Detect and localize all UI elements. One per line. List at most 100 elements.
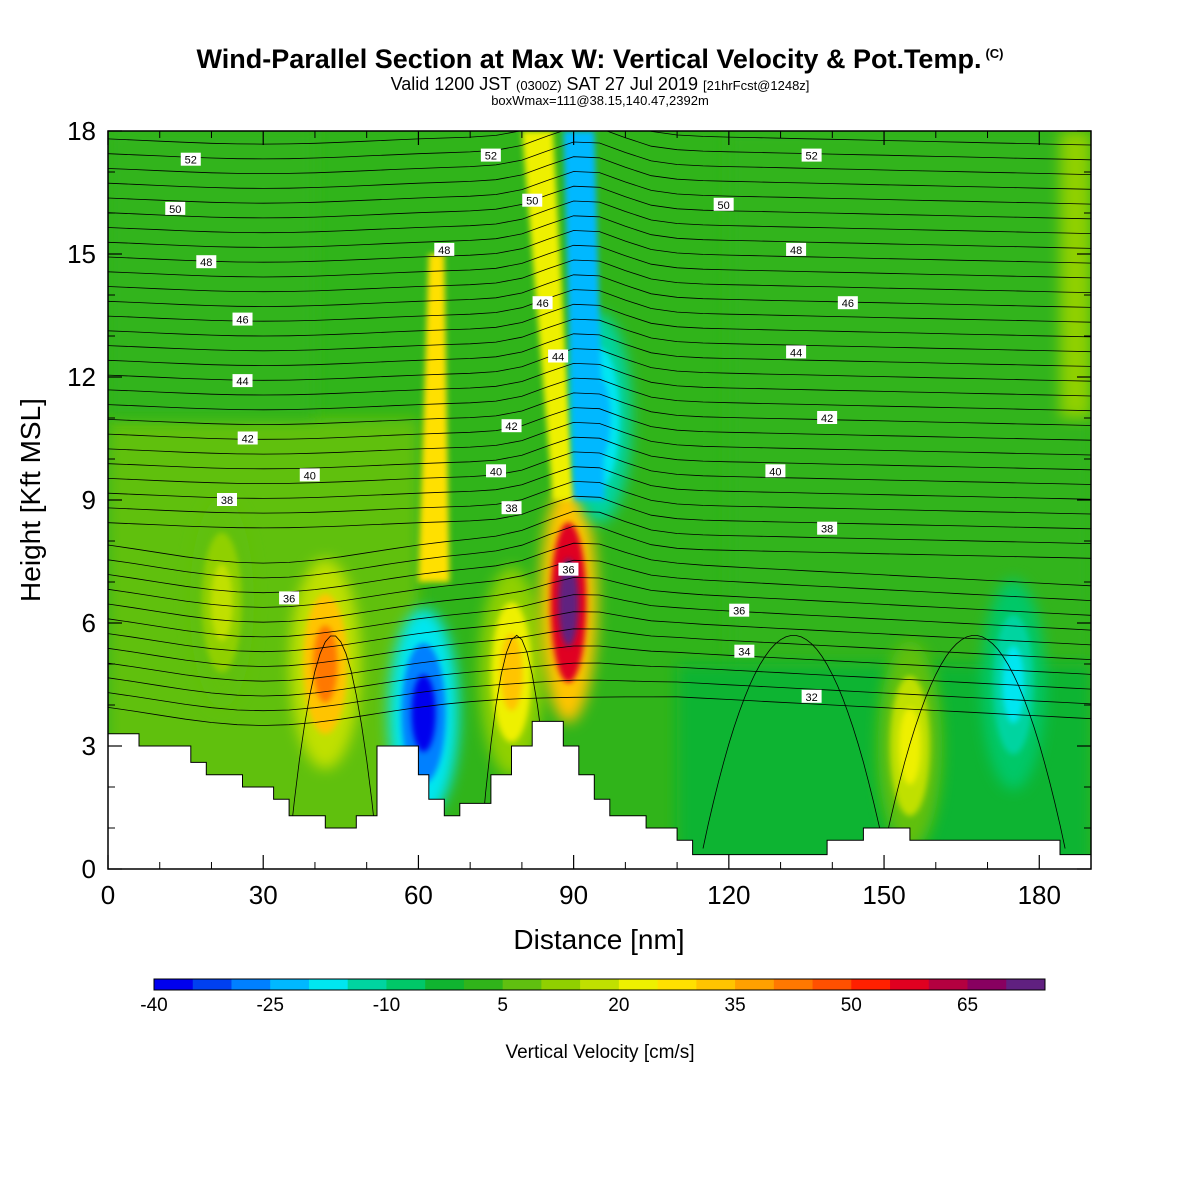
contour-label: 38 <box>216 493 237 507</box>
contour-label-text: 50 <box>526 196 538 208</box>
contour-label-text: 40 <box>769 466 781 478</box>
colorbar-swatch <box>541 979 581 990</box>
contour-label-box <box>713 197 734 211</box>
updraft-plume <box>521 131 574 500</box>
contour-label: 40 <box>299 468 320 482</box>
colorbar-swatch <box>735 979 775 990</box>
contour-label-box <box>434 242 455 256</box>
theta-contour <box>108 662 1091 697</box>
theta-contour <box>108 318 1091 353</box>
forecast-info: [21hrFcst@1248z] <box>703 78 810 93</box>
colorbar-frame <box>153 978 1046 991</box>
theta-contour <box>108 362 1091 397</box>
x-tick-label: 30 <box>249 880 278 910</box>
w-peak <box>313 625 338 703</box>
contour-label-box <box>734 644 755 658</box>
contour-label-box <box>165 201 186 215</box>
colorbar-swatch <box>696 979 736 990</box>
colorbar-swatch <box>386 979 426 990</box>
colorbar-swatch <box>812 979 852 990</box>
theta-contour <box>108 696 1091 726</box>
theta-contour <box>108 171 1091 205</box>
y-tick-label: 0 <box>82 854 96 884</box>
x-tick-label: 150 <box>862 880 905 910</box>
contour-label-box <box>501 501 522 515</box>
theta-contour <box>108 348 1091 382</box>
w-peak <box>558 558 579 647</box>
contour-label-text: 52 <box>185 155 197 167</box>
theta-contour <box>108 542 1091 594</box>
contour-labels: 52 52 52 50 50 50 48 48 48 46 46 46 44 44 44 42 42 42 40 40… <box>165 148 858 704</box>
colorbar-tick-label: -40 <box>140 995 167 1016</box>
updraft-plume <box>418 254 450 582</box>
colorbar-swatch <box>580 979 620 990</box>
theta-contour <box>108 611 1091 653</box>
contour-label: 42 <box>237 431 258 446</box>
contour-label-text: 48 <box>200 257 212 269</box>
contour-label-box <box>817 521 838 535</box>
contour-label: 44 <box>786 345 807 359</box>
colorbar-swatch <box>928 979 969 990</box>
contour-label-box <box>216 493 237 506</box>
contour-label-text: 52 <box>805 151 817 163</box>
contour-label: 46 <box>532 296 553 310</box>
contour-label-text: 42 <box>242 434 254 446</box>
theta-contour <box>702 635 885 849</box>
box-max-info: boxWmax=111@38.15,140.47,2392m <box>491 93 709 108</box>
x-tick-label: 120 <box>707 880 750 910</box>
theta-contour <box>108 679 1091 712</box>
chart-subtitle: Valid 1200 JST (0300Z) SAT 27 Jul 2019 [… <box>390 74 810 94</box>
theta-contour <box>108 559 1091 608</box>
contour-label-text: 36 <box>562 565 574 577</box>
contour-label-text: 32 <box>805 692 817 704</box>
contour-label-text: 48 <box>438 245 450 257</box>
contour-label-text: 42 <box>821 413 833 425</box>
theta-contours <box>108 98 1091 849</box>
colorbar-swatch <box>231 979 271 990</box>
contour-label-text: 52 <box>485 151 497 163</box>
x-tick-label: 0 <box>101 880 115 910</box>
theta-contour <box>108 244 1091 279</box>
y-tick-label: 12 <box>67 362 96 392</box>
contour-label: 52 <box>480 148 501 163</box>
colorbar-swatch <box>773 979 814 990</box>
colorbar: -40 -25 -10 5 20 35 50 65 <box>140 978 1046 1016</box>
contour-label-box <box>522 193 543 207</box>
chart-title: Wind-Parallel Section at Max W: Vertical… <box>196 44 1004 74</box>
contour-label: 36 <box>729 603 750 618</box>
contour-label-box <box>837 296 858 310</box>
theta-contour <box>108 594 1091 638</box>
x-tick-label: 90 <box>559 880 588 910</box>
theta-contour <box>288 635 378 849</box>
colorbar-swatch <box>347 979 387 990</box>
y-tick-label: 18 <box>67 116 96 146</box>
contour-label-text: 36 <box>283 593 295 605</box>
colorbar-swatch <box>308 979 349 990</box>
theta-contour <box>108 451 1091 485</box>
field-band <box>108 131 315 418</box>
y-tick-label: 15 <box>67 239 96 269</box>
theta-contour <box>108 392 1091 426</box>
theta-contour <box>108 185 1091 220</box>
colorbar-tick-label: -10 <box>373 995 400 1016</box>
contour-label-box <box>486 464 507 478</box>
theta-contour <box>108 98 1091 131</box>
y-tick-label: 6 <box>82 608 96 638</box>
theta-contour <box>108 215 1091 249</box>
theta-contour <box>108 525 1091 579</box>
contour-label-text: 40 <box>304 470 316 482</box>
colorbar-swatch <box>967 979 1007 990</box>
contour-label: 48 <box>434 242 455 257</box>
contour-label-text: 50 <box>169 204 181 216</box>
theta-contour <box>108 480 1091 515</box>
contour-label: 44 <box>548 349 569 364</box>
contour-label-text: 40 <box>490 466 502 478</box>
colorbar-tick-label: 5 <box>497 995 508 1016</box>
theta-contour <box>108 131 1091 146</box>
contour-label: 50 <box>713 197 734 212</box>
contour-label-text: 38 <box>221 495 233 507</box>
contour-label-box <box>558 562 579 576</box>
contour-label: 40 <box>486 464 507 478</box>
theta-contour <box>108 510 1091 564</box>
colorbar-tick-label: -25 <box>256 995 283 1016</box>
